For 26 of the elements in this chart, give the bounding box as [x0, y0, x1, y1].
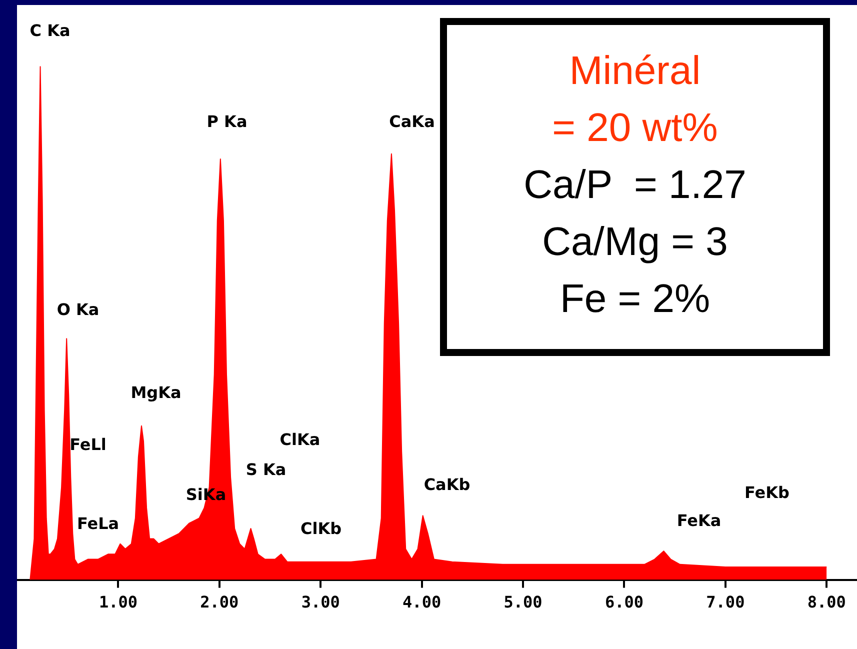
annotation: Minéral [568, 48, 702, 95]
annotation: FeKb [744, 483, 790, 502]
text: C Ka [30, 21, 70, 40]
annotation: ClKb [300, 519, 342, 538]
annotation: CaKa [389, 112, 435, 132]
x-tick-label: 7.00 [706, 592, 745, 612]
x-tick-label: 8.00 [807, 592, 846, 612]
annotation: ClKa [280, 430, 320, 450]
annotation: P Ka [206, 112, 248, 132]
x-tick-label: 1.00 [98, 592, 138, 612]
x-tick-label: 5.00 [504, 592, 542, 612]
annotation: MgKa [130, 383, 182, 402]
annotation: = 20 wt% [551, 105, 719, 152]
x-tick-label: 4.00 [402, 592, 442, 612]
annotation: FeLa [76, 514, 120, 534]
annotation: FeKa [676, 511, 722, 530]
annotation: O Ka [56, 300, 100, 320]
annotation: S Ka [246, 460, 286, 480]
x-tick-label: 6.00 [604, 592, 644, 612]
annotation: Fe = 2% [558, 276, 712, 323]
x-tick-label: 2.00 [200, 592, 239, 612]
x-tick-label: 3.00 [301, 592, 340, 612]
annotation: Ca/Mg = 3 [541, 219, 729, 266]
annotation: CaKb [424, 475, 470, 494]
annotation: Ca/P = 1.27 [522, 162, 748, 209]
annotation: FeLl [70, 435, 106, 454]
